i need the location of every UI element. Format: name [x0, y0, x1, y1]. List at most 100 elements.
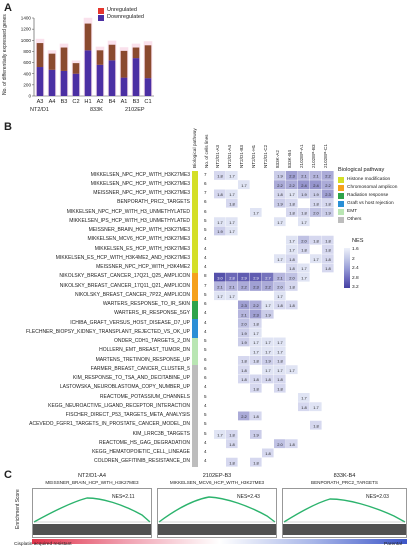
heatmap-value: 1.8 [325, 201, 331, 206]
heatmap-cell [250, 208, 262, 217]
heatmap-cell [298, 189, 310, 199]
y-tick-label: 1200 [21, 27, 32, 32]
column-header: NT2/D1-A3 [215, 145, 220, 168]
pathway-label: KIM_LRRC3B_TARGETS [132, 430, 190, 437]
heatmap-cell-empty [298, 439, 310, 449]
heatmap-value: 2.1 [277, 275, 283, 280]
heatmap-value: 1.8 [229, 460, 235, 465]
heatmap-cell-empty [226, 402, 238, 412]
pathway-label: NIKOLSKY_BREAST_CANCER_7P22_AMPLICON [74, 291, 190, 298]
gsea-1-hits [33, 524, 151, 535]
heatmap-value: 1.8 [313, 201, 319, 206]
heatmap-cell [286, 300, 298, 310]
heatmap-cell [238, 365, 250, 375]
category-strip [192, 171, 198, 468]
bar-up [132, 47, 140, 59]
heatmap-cell-empty [214, 235, 226, 245]
category-cell [192, 457, 198, 468]
heatmap-cell [298, 402, 310, 412]
category-cell [192, 346, 198, 357]
heatmap-cell-empty [214, 457, 226, 467]
heatmap-cell [250, 272, 262, 282]
bar-down [144, 78, 152, 96]
heatmap-cell-empty [262, 254, 274, 264]
heatmap-cell-empty [274, 448, 286, 458]
heatmap-cell-empty [274, 457, 286, 467]
heatmap-cell-empty [298, 356, 310, 365]
x-tick-label: A4 [49, 99, 56, 105]
heatmap-cell [274, 272, 286, 282]
category-cell [192, 309, 198, 320]
heatmap-cell [238, 356, 250, 365]
heatmap-value: 1.9 [217, 229, 223, 234]
heatmap-cell-empty [214, 198, 226, 208]
column-header: 833K-B4 [287, 150, 292, 168]
heatmap-cell [250, 300, 262, 310]
heatmap-cell-empty [250, 245, 262, 254]
category-cell [192, 208, 198, 218]
nes-tick-label: 2.4 [352, 266, 359, 271]
cell-line-count: 6 [204, 356, 207, 362]
heatmap-cell [286, 235, 298, 245]
heatmap-cell-empty [238, 235, 250, 245]
parental-label: Parental [384, 542, 402, 547]
heatmap-cell-empty [250, 439, 262, 449]
heatmap-cell [322, 189, 334, 199]
heatmap-cell-empty [322, 448, 334, 458]
heatmap-value: 1.8 [265, 451, 271, 456]
heatmap-cell-empty [262, 319, 274, 328]
heatmap-value: 1.8 [313, 238, 319, 243]
heatmap-cell-empty [286, 319, 298, 328]
heatmap-cell [226, 217, 238, 227]
heatmap-cell [298, 245, 310, 254]
gsea-2-title: 2102EP-B3 [202, 473, 232, 479]
heatmap-cell-empty [214, 383, 226, 393]
heatmap-cell-empty [322, 217, 334, 227]
heatmap-cell-empty [322, 226, 334, 236]
heatmap-cell-empty [286, 383, 298, 393]
heatmap-cell-empty [238, 383, 250, 393]
category-cell [192, 402, 198, 412]
heatmap-cell-empty [322, 272, 334, 282]
heatmap-cell-empty [310, 263, 322, 273]
gsea-1-plot: NES=2.11 [32, 488, 152, 538]
pathway-label: MIKKELSEN_MCV6_HCP_WITH_H3K27ME3 [87, 236, 190, 243]
heatmap-value: 2.7 [265, 275, 271, 280]
cell-line-count: 4 [204, 328, 207, 334]
category-cell [192, 420, 198, 431]
heatmap-cell [226, 430, 238, 439]
heatmap-cell-empty [298, 374, 310, 384]
heatmap-cell-empty [250, 235, 262, 245]
heatmap-cell-empty [310, 448, 322, 458]
category-legend-item: Radiation response [338, 193, 410, 200]
heatmap-cell [310, 189, 322, 199]
pathway-label: WARTERS_RESPONSE_TO_IR_SKIN [102, 301, 190, 308]
bar-down [108, 60, 116, 96]
heatmap-cell-empty [262, 208, 274, 217]
heatmap-value: 1.8 [289, 257, 295, 262]
category-cell [192, 337, 198, 348]
heatmap-cell [298, 263, 310, 273]
heatmap-cell-empty [262, 420, 274, 430]
heatmap-cell [250, 411, 262, 421]
bio-pathway-header: Biological pathway [193, 128, 198, 168]
heatmap-value: 1.8 [277, 359, 283, 364]
heatmap-cell-empty [274, 430, 286, 439]
heatmap-value: 2.9 [241, 275, 247, 280]
heatmap-cell [322, 198, 334, 208]
heatmap-value: 2.2 [241, 285, 247, 290]
heatmap-cell-empty [250, 263, 262, 273]
heatmap-cell-empty [298, 254, 310, 264]
category-cell [192, 245, 198, 255]
cell-line-count: 4 [204, 384, 207, 390]
category-cell [192, 365, 198, 375]
gsea-1-subtitle: MEISSNER_BRAIN_HCP_WITH_H3K27ME3 [45, 479, 139, 485]
heatmap-cell [310, 254, 322, 264]
heatmap-cell-empty [310, 346, 322, 356]
heatmap-cell-empty [214, 263, 226, 273]
heatmap-cell [262, 356, 274, 365]
heatmap-value: 1.7 [301, 266, 307, 271]
heatmap-cell-empty [286, 337, 298, 347]
heatmap-value: 1.9 [253, 433, 259, 438]
heatmap-cell-empty [310, 356, 322, 365]
